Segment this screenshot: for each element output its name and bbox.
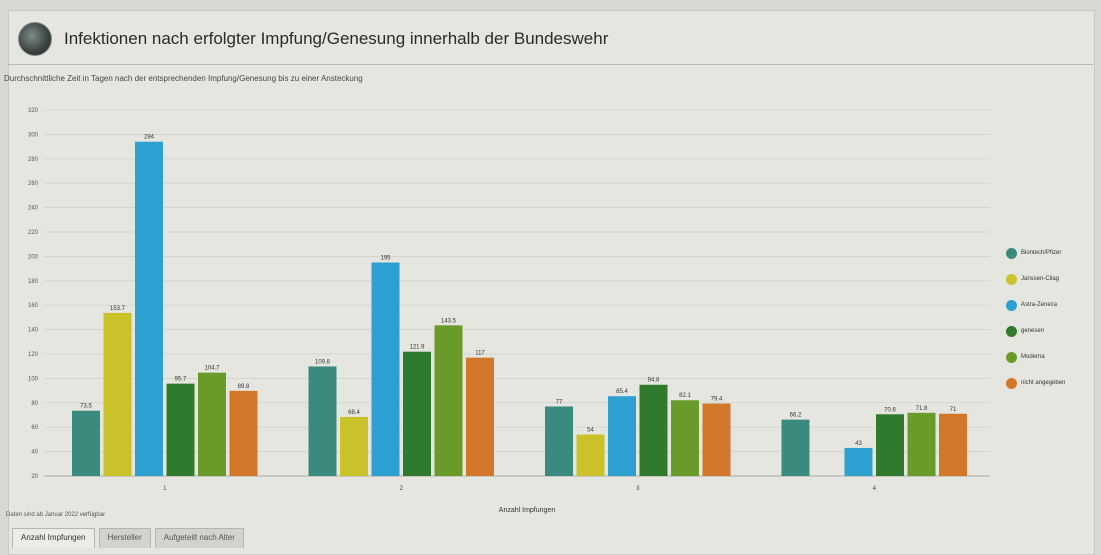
y-tick-label: 280 <box>28 157 39 163</box>
bar <box>576 434 605 476</box>
data-label: 73.5 <box>80 404 92 410</box>
data-label: 71 <box>950 407 957 413</box>
data-label: 95.7 <box>175 377 187 383</box>
bar <box>434 325 463 476</box>
legend-item[interactable]: Janssen-Cilag <box>1006 270 1065 288</box>
y-tick-label: 220 <box>28 230 39 236</box>
chart-title: Durchschnittliche Zeit in Tagen nach der… <box>4 74 363 83</box>
bar <box>103 312 132 476</box>
legend-swatch <box>1006 299 1017 311</box>
data-label: 89.8 <box>238 384 250 390</box>
page-title: Infektionen nach erfolgter Impfung/Genes… <box>64 29 609 48</box>
bar <box>907 412 936 476</box>
bar <box>72 410 100 476</box>
bar <box>340 416 368 476</box>
data-label: 68.4 <box>348 410 360 416</box>
legend-label: Janssen-Cilag <box>1021 276 1060 282</box>
y-tick-label: 180 <box>28 279 39 285</box>
legend-swatch <box>1006 325 1017 337</box>
data-label: 294 <box>144 135 155 141</box>
data-label: 104.7 <box>204 366 220 372</box>
legend-item[interactable]: nicht angegeben <box>1006 374 1065 392</box>
legend-label: genesen <box>1021 328 1045 334</box>
y-tick-label: 40 <box>31 450 38 456</box>
y-tick-label: 20 <box>31 474 38 480</box>
bar <box>371 262 400 476</box>
bar <box>466 357 494 476</box>
bar <box>403 351 431 476</box>
bar <box>671 400 699 476</box>
y-tick-label: 120 <box>28 352 39 358</box>
bar <box>229 390 258 476</box>
tab-aufgeteilt-nach-alter[interactable]: Aufgeteilt nach Alter <box>154 528 244 548</box>
legend-swatch <box>1006 351 1017 363</box>
data-label: 117 <box>475 351 485 357</box>
data-label: 82.1 <box>679 393 691 399</box>
bar <box>844 447 873 476</box>
legend-item[interactable]: genesen <box>1006 322 1065 340</box>
legend-swatch <box>1006 273 1017 285</box>
legend-label: Astra-Zeneca <box>1021 302 1058 308</box>
bar <box>135 141 163 476</box>
data-label: 195 <box>380 256 391 262</box>
y-tick-label: 240 <box>28 206 39 212</box>
bar <box>166 383 195 476</box>
y-tick-label: 320 <box>28 108 39 114</box>
x-tick-label: 1 <box>163 486 167 492</box>
footnote: Daten sind ab Januar 2022 verfügbar <box>6 512 106 518</box>
data-label: 70.6 <box>884 407 896 413</box>
y-tick-label: 200 <box>28 254 39 260</box>
data-label: 121.9 <box>409 345 425 351</box>
x-tick-label: 3 <box>636 486 640 492</box>
bar <box>639 384 668 476</box>
bar <box>308 366 337 476</box>
legend-label: nicht angegeben <box>1021 380 1066 386</box>
bar <box>608 396 636 476</box>
legend-item[interactable]: Astra-Zeneca <box>1006 296 1065 314</box>
x-tick-label: 4 <box>873 486 877 492</box>
data-label: 43 <box>855 441 862 447</box>
chart-legend: Biontech/Pfizer Janssen-Cilag Astra-Zeneca… <box>1006 244 1065 392</box>
y-tick-label: 300 <box>28 132 39 138</box>
legend-label: Moderna <box>1021 354 1045 360</box>
data-label: 71.8 <box>916 406 928 412</box>
bar <box>939 413 967 476</box>
y-tick-label: 100 <box>28 376 39 382</box>
data-label: 153.7 <box>110 306 126 312</box>
y-tick-label: 60 <box>31 425 38 431</box>
bar <box>876 414 904 476</box>
x-tick-label: 2 <box>400 486 404 492</box>
y-tick-label: 80 <box>31 401 38 407</box>
data-label: 77 <box>556 399 563 405</box>
tab-bar: Anzahl Impfungen Hersteller Aufgeteilt nac… <box>12 528 244 548</box>
tab-hersteller[interactable]: Hersteller <box>98 528 151 548</box>
data-label: 66.2 <box>790 413 802 419</box>
bundeswehr-logo-icon <box>18 22 52 56</box>
data-label: 94.8 <box>648 378 660 384</box>
bar <box>781 419 810 476</box>
bar <box>198 372 226 476</box>
legend-item[interactable]: Moderna <box>1006 348 1065 366</box>
data-label: 109.8 <box>315 359 331 365</box>
data-label: 54 <box>587 428 594 434</box>
x-axis-title: Anzahl Impfungen <box>499 507 556 514</box>
bar <box>702 403 731 476</box>
data-label: 85.4 <box>616 389 628 395</box>
dashboard-header: Infektionen nach erfolgter Impfung/Genes… <box>8 14 1093 65</box>
y-tick-label: 160 <box>28 303 39 309</box>
legend-label: Biontech/Pfizer <box>1021 250 1062 256</box>
legend-swatch <box>1006 247 1017 259</box>
legend-item[interactable]: Biontech/Pfizer <box>1006 244 1065 262</box>
data-label: 143.5 <box>441 318 457 324</box>
legend-swatch <box>1006 377 1017 389</box>
y-tick-label: 140 <box>28 328 39 334</box>
tab-anzahl-impfungen[interactable]: Anzahl Impfungen <box>12 528 95 548</box>
y-tick-label: 260 <box>28 181 39 187</box>
data-label: 79.4 <box>711 397 723 403</box>
bar <box>545 406 573 476</box>
